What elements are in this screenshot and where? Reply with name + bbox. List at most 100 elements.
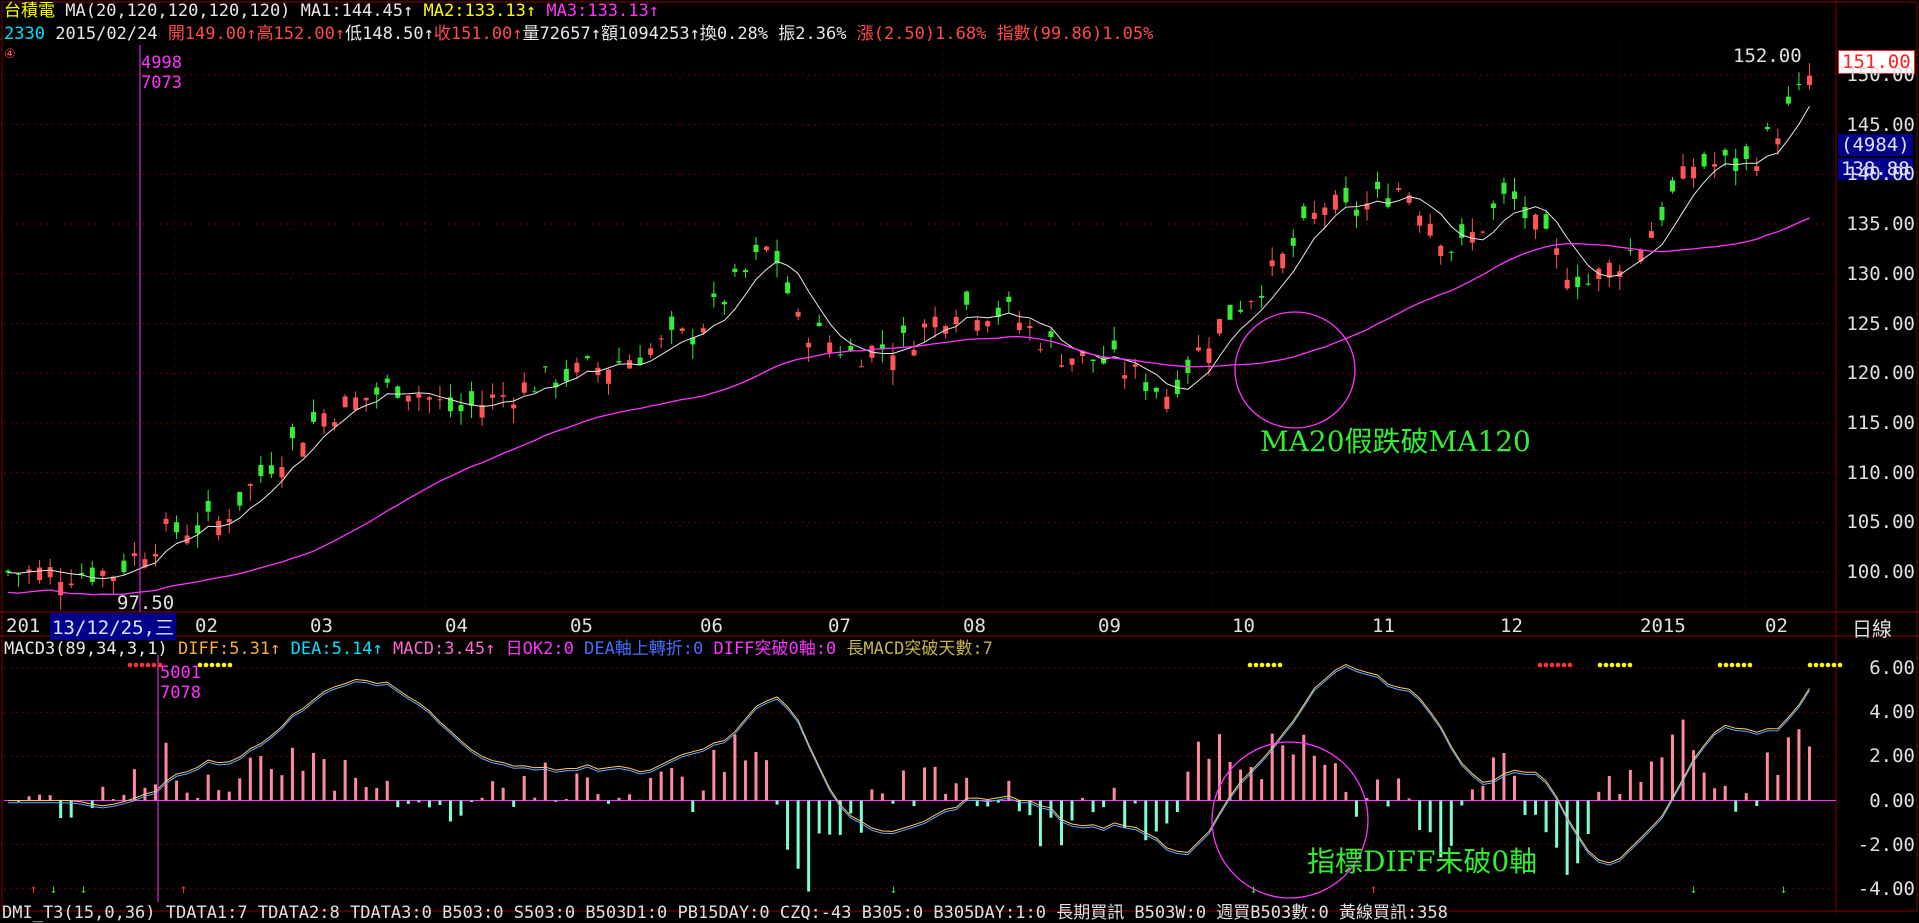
- candle-body: [584, 356, 590, 359]
- price-tick-label: 110.00: [1846, 461, 1915, 484]
- candle-body: [342, 396, 348, 408]
- candle-body: [1585, 283, 1591, 285]
- candle-body: [848, 345, 854, 351]
- price-tick-label: 115.00: [1846, 412, 1915, 434]
- signal-dot: [215, 662, 221, 668]
- candle-body: [1406, 195, 1412, 203]
- candle-body: [627, 360, 633, 369]
- signal-arrow-icon: ↑: [1370, 882, 1377, 896]
- signal-dot: [1627, 662, 1633, 668]
- candle-body: [1227, 304, 1233, 320]
- signal-dot: [221, 662, 227, 668]
- candle-body: [1575, 276, 1581, 288]
- candle-body: [1164, 396, 1170, 409]
- candle-body: [1659, 206, 1665, 221]
- annotation-circle: [1234, 311, 1356, 429]
- x-axis-prefix: 201: [6, 615, 41, 637]
- candle-body: [785, 282, 791, 294]
- candle-body: [1353, 209, 1359, 216]
- arrow-icon: ↑: [270, 639, 281, 659]
- candle-body: [58, 581, 64, 596]
- candle-body: [1301, 206, 1307, 219]
- signal-dot: [157, 662, 163, 668]
- signal-dot: [1741, 662, 1747, 668]
- candle-body: [1501, 182, 1507, 194]
- candle-body: [669, 316, 675, 330]
- candle-body: [1016, 322, 1022, 331]
- low-price-label: 97.50: [117, 592, 175, 614]
- candle-body: [700, 328, 706, 333]
- candle-body: [469, 391, 475, 406]
- candle-body: [1438, 245, 1444, 256]
- candle-body: [1364, 203, 1370, 210]
- stock-name: 台積電: [4, 1, 55, 21]
- annotation-circle: [1211, 741, 1369, 899]
- signal-arrow-icon: ↓: [1690, 882, 1697, 896]
- candle-body: [1722, 149, 1728, 156]
- candle-body: [616, 361, 622, 363]
- candle-body: [922, 323, 928, 328]
- candle-body: [247, 484, 253, 486]
- cursor-value-bottom: 7073: [141, 73, 182, 93]
- signal-arrow-icon: ↑: [30, 882, 37, 896]
- signal-arrow-icon: ↑: [180, 882, 187, 896]
- candle-body: [879, 344, 885, 350]
- macd-value: MACD:3.45: [393, 639, 486, 659]
- signal-dot: [1819, 662, 1825, 668]
- macd-ok2: 日OK2:0: [505, 639, 574, 659]
- candle-body: [574, 362, 580, 373]
- candle-body: [1090, 359, 1096, 362]
- candle-body: [1480, 231, 1486, 233]
- candle-body: [795, 311, 801, 317]
- signal-dot: [1247, 662, 1253, 668]
- candle-body: [237, 491, 243, 506]
- candle-body: [332, 422, 338, 427]
- candle-body: [1322, 207, 1328, 215]
- candle-body: [1764, 126, 1770, 130]
- month-label: 10: [1232, 615, 1255, 637]
- candle-body: [1796, 83, 1802, 85]
- candle-body: [321, 413, 327, 427]
- macd-diff: DIFF:5.31: [178, 639, 271, 659]
- signal-dot: [1271, 662, 1277, 668]
- candle-body: [1132, 364, 1138, 367]
- candle-body: [1037, 349, 1043, 351]
- candle-body: [395, 386, 401, 398]
- signal-dot: [1597, 662, 1603, 668]
- signal-dot: [1265, 662, 1271, 668]
- arrow-icon: ↑: [689, 24, 700, 44]
- candle-body: [1111, 340, 1117, 350]
- macd-tick-label: 4.00: [1869, 701, 1915, 724]
- candle-body: [1122, 375, 1128, 379]
- signal-arrow-icon: ↓: [80, 882, 87, 896]
- candle-body: [542, 366, 548, 368]
- cursor-date-box[interactable]: 13/12/25,三: [50, 613, 176, 640]
- signal-dot: [127, 662, 133, 668]
- candle-body: [985, 321, 991, 327]
- high-price-label: 152.00: [1733, 45, 1802, 67]
- ma120-line: [7, 217, 1810, 596]
- candle-body: [110, 576, 116, 582]
- candle-body: [1332, 194, 1338, 210]
- candle-body: [1238, 309, 1244, 312]
- candle-body: [5, 570, 11, 573]
- period-selector[interactable]: 日線: [1852, 617, 1892, 641]
- month-label: 07: [828, 615, 851, 637]
- candle-body: [1027, 326, 1033, 329]
- month-label: 11: [1372, 615, 1395, 637]
- signal-dot: [1555, 662, 1561, 668]
- month-label: 03: [310, 615, 333, 637]
- candle-body: [405, 395, 411, 402]
- candle-body: [1743, 146, 1749, 160]
- candle-body: [837, 354, 843, 356]
- signal-dot: [1723, 662, 1729, 668]
- candle-body: [426, 397, 432, 400]
- month-label: 08: [963, 615, 986, 637]
- price-tick-label: 125.00: [1846, 312, 1915, 335]
- signal-dot: [1537, 662, 1543, 668]
- candle-body: [26, 569, 32, 573]
- macd-cursor-value-top: 5001: [160, 663, 201, 683]
- signal-dot: [1735, 662, 1741, 668]
- panel-marker: ④: [4, 47, 16, 62]
